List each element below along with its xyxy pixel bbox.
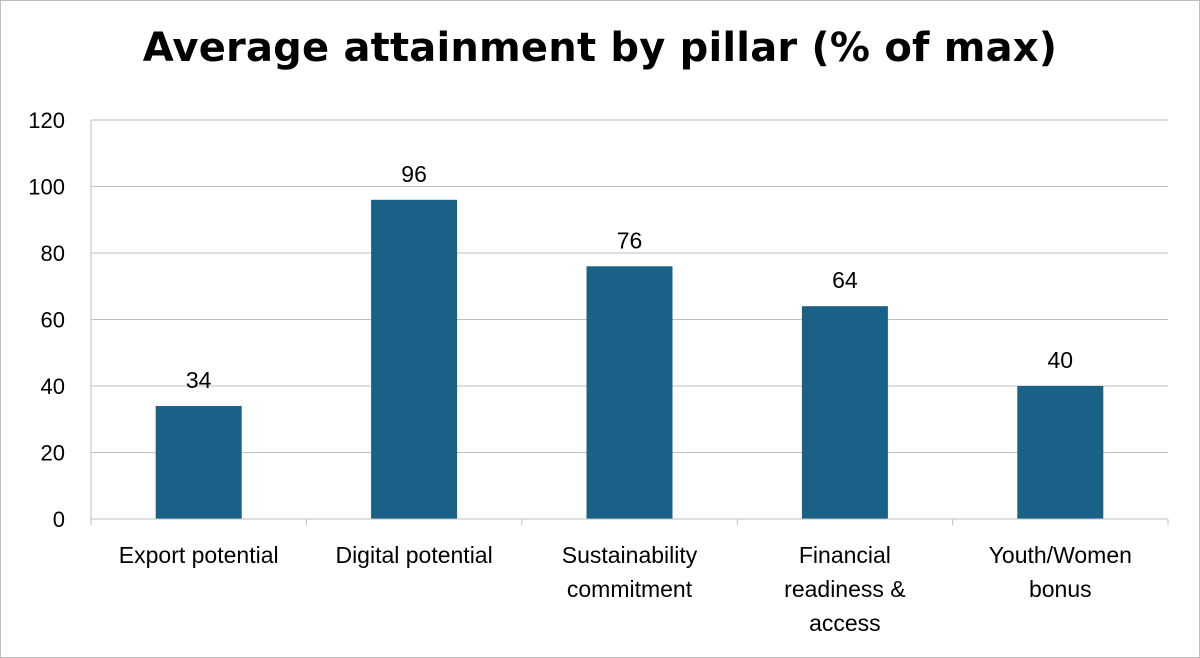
x-tick-label-line: Digital potential xyxy=(335,542,492,568)
y-tick-label: 60 xyxy=(41,308,65,333)
x-tick-label: Financial readiness & access xyxy=(784,542,905,636)
y-tick-label: 100 xyxy=(28,175,65,200)
x-tick-label: Digital potential xyxy=(335,542,492,568)
data-label: 40 xyxy=(1048,347,1074,373)
bar xyxy=(371,199,458,520)
data-label: 34 xyxy=(186,367,212,393)
x-tick-label: Sustainability commitment xyxy=(562,542,698,602)
x-tick-label: Export potential xyxy=(119,542,279,568)
x-tick-label-line: Youth/Women xyxy=(989,542,1132,568)
chart-title: Average attainment by pillar (% of max) xyxy=(142,25,1058,71)
y-tick-label: 120 xyxy=(28,108,65,133)
x-tick-label-line: readiness & xyxy=(784,576,905,602)
x-tick-label: Youth/Women bonus xyxy=(989,542,1132,602)
data-label: 96 xyxy=(401,161,427,187)
bar xyxy=(586,266,673,519)
data-label: 64 xyxy=(832,267,858,293)
x-tick-label-line: Export potential xyxy=(119,542,279,568)
bar xyxy=(1017,386,1104,519)
bar xyxy=(801,306,888,519)
x-tick-label-line: bonus xyxy=(1029,576,1092,602)
data-label: 76 xyxy=(617,227,643,253)
bar xyxy=(155,405,242,519)
x-tick-label-line: Sustainability xyxy=(562,542,698,568)
x-tick-label-line: Financial xyxy=(799,542,891,568)
y-tick-label: 20 xyxy=(41,441,65,466)
y-tick-label: 40 xyxy=(41,374,65,399)
y-tick-label: 80 xyxy=(41,241,65,266)
y-tick-label: 0 xyxy=(53,507,65,532)
x-tick-label-line: commitment xyxy=(567,576,693,602)
x-tick-label-line: access xyxy=(809,610,881,636)
